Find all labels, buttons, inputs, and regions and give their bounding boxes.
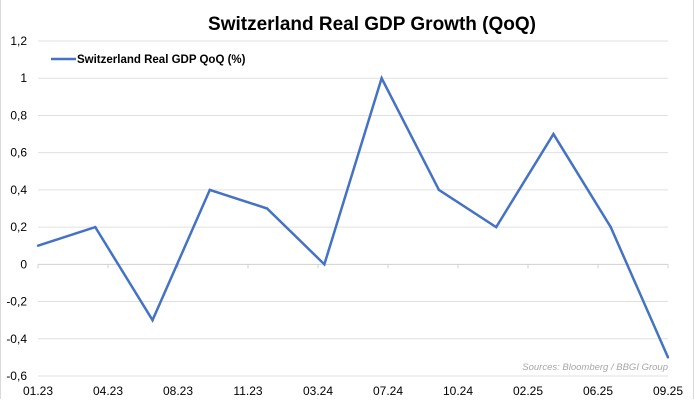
x-axis-ticks: 01.23 04.23 08.23 11.23 03.24 07.24 10.24 02.25… [23,264,683,398]
data-point [36,244,40,247]
x-tick-label: 08.23 [163,384,193,398]
data-point [494,225,498,229]
data-point [666,356,670,359]
x-tick-label: 11.23 [233,384,262,398]
y-tick-label: -0,6 [6,369,27,383]
y-tick-label: 1 [20,71,27,85]
chart-title: Switzerland Real GDP Growth (QoQ) [208,14,536,35]
data-point [552,132,555,136]
y-tick-label: 0,2 [10,220,27,234]
y-axis-ticks: 1,2 1 0,8 0,6 0,4 0,2 0 -0,2 -0,4 -0,6 [6,34,27,383]
y-tick-label: 0,8 [10,108,27,122]
y-tick-label: 0,6 [10,146,27,160]
y-tick-label: 0 [20,257,27,271]
data-point [208,188,212,192]
x-tick-label: 07.24 [373,384,403,398]
source-note: Sources: Bloomberg / BBGI Group [522,362,668,373]
legend-label: Switzerland Real GDP QoQ (%) [77,54,246,66]
series-layer [36,74,670,359]
series-line [37,74,670,358]
data-point [380,77,383,80]
x-tick-label: 06.25 [583,384,613,398]
data-point [265,207,269,210]
x-tick-label: 02.25 [513,384,543,398]
x-tick-label: 10.24 [443,384,473,398]
x-tick-label: 03.24 [303,384,333,398]
x-tick-label: 01.23 [23,384,53,398]
x-tick-label: 09.25 [653,384,683,398]
data-point [323,263,326,266]
y-tick-label: 1,2 [10,34,27,48]
y-tick-label: 0,4 [10,183,27,197]
x-tick-label: 04.23 [93,384,123,398]
data-point [437,188,441,192]
y-tick-label: -0,2 [6,295,27,309]
data-point [151,318,154,322]
gridlines [38,40,668,377]
data-point [94,225,97,229]
y-tick-label: -0,4 [6,332,27,346]
legend: Switzerland Real GDP QoQ (%) [51,54,246,66]
data-point [609,225,612,229]
